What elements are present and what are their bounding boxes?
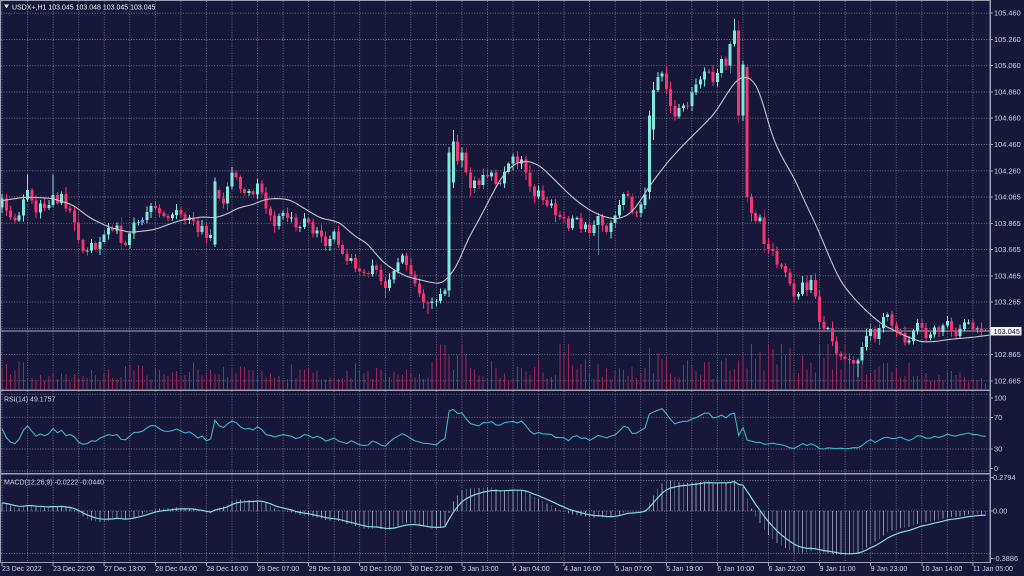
svg-text:RSI(14) 49.1757: RSI(14) 49.1757 <box>4 397 55 404</box>
svg-text:104.065: 104.065 <box>994 193 1021 202</box>
svg-text:103.465: 103.465 <box>994 271 1021 280</box>
svg-text:27 Dec 13:00: 27 Dec 13:00 <box>104 566 146 573</box>
svg-text:70: 70 <box>994 413 1002 422</box>
svg-text:10 Jan 14:00: 10 Jan 14:00 <box>922 566 963 573</box>
svg-text:-0.3886: -0.3886 <box>993 554 1018 563</box>
svg-text:29 Dec 07:00: 29 Dec 07:00 <box>258 566 300 573</box>
svg-text:102.665: 102.665 <box>994 376 1021 385</box>
svg-text:4 Jan 04:00: 4 Jan 04:00 <box>513 566 550 573</box>
svg-text:105.460: 105.460 <box>994 9 1021 18</box>
svg-text:103.265: 103.265 <box>994 298 1021 307</box>
svg-text:100: 100 <box>994 394 1006 403</box>
svg-text:0: 0 <box>994 464 998 473</box>
svg-text:103.865: 103.865 <box>994 219 1021 228</box>
svg-text:6 Jan 10:00: 6 Jan 10:00 <box>717 566 754 573</box>
svg-text:0.00: 0.00 <box>993 507 1007 516</box>
svg-text:MACD(12,26,9) -0.0222 -0.0440: MACD(12,26,9) -0.0222 -0.0440 <box>4 480 104 487</box>
svg-text:28 Dec 04:00: 28 Dec 04:00 <box>155 566 197 573</box>
svg-text:30 Dec 10:00: 30 Dec 10:00 <box>360 566 402 573</box>
svg-text:104.260: 104.260 <box>994 166 1021 175</box>
svg-text:104.660: 104.660 <box>994 114 1021 123</box>
svg-text:103.045: 103.045 <box>994 327 1020 336</box>
svg-text:105.060: 105.060 <box>994 61 1021 70</box>
svg-text:23 Dec 2022: 23 Dec 2022 <box>2 566 42 573</box>
svg-text:5 Jan 19:00: 5 Jan 19:00 <box>666 566 703 573</box>
svg-text:6 Jan 22:00: 6 Jan 22:00 <box>769 566 806 573</box>
svg-text:3 Jan 13:00: 3 Jan 13:00 <box>462 566 499 573</box>
svg-text:105.260: 105.260 <box>994 35 1021 44</box>
svg-text:28 Dec 16:00: 28 Dec 16:00 <box>206 566 248 573</box>
svg-text:102.865: 102.865 <box>994 350 1021 359</box>
svg-text:4 Jan 16:00: 4 Jan 16:00 <box>564 566 601 573</box>
svg-text:29 Dec 19:00: 29 Dec 19:00 <box>309 566 351 573</box>
svg-text:0.2794: 0.2794 <box>993 473 1016 482</box>
svg-text:104.860: 104.860 <box>994 88 1021 97</box>
svg-text:9 Jan 11:00: 9 Jan 11:00 <box>820 566 856 573</box>
svg-text:USDX+,H1 103.045 103.048 103.: USDX+,H1 103.045 103.048 103.045 103.045 <box>12 4 156 11</box>
svg-text:11 Jan 05:00: 11 Jan 05:00 <box>973 566 1013 573</box>
svg-text:30 Dec 22:00: 30 Dec 22:00 <box>411 566 453 573</box>
svg-text:23 Dec 22:00: 23 Dec 22:00 <box>53 566 95 573</box>
svg-text:9 Jan 23:00: 9 Jan 23:00 <box>871 566 908 573</box>
svg-text:30: 30 <box>994 445 1002 454</box>
svg-text:104.460: 104.460 <box>994 140 1021 149</box>
svg-text:103.665: 103.665 <box>994 245 1021 254</box>
svg-text:5 Jan 07:00: 5 Jan 07:00 <box>615 566 652 573</box>
